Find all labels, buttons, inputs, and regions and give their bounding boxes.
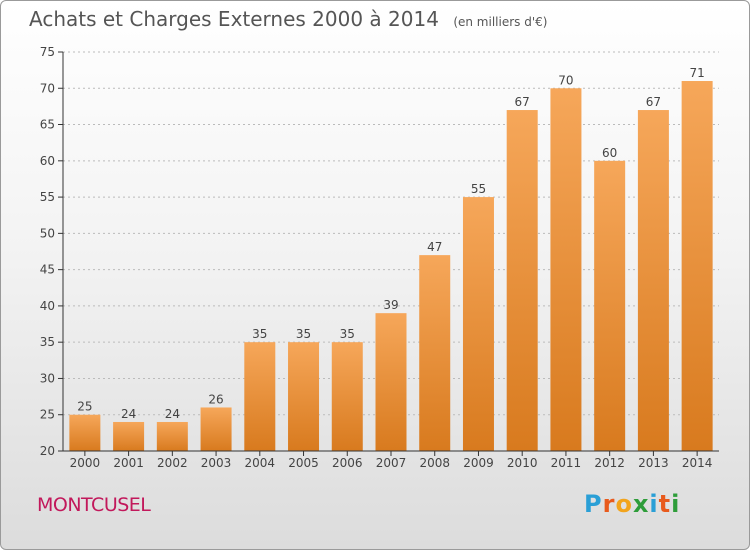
bar bbox=[637, 110, 669, 451]
y-tick-label: 65 bbox=[40, 118, 55, 132]
y-tick-label: 70 bbox=[40, 81, 55, 95]
x-tick-label: 2007 bbox=[376, 456, 407, 470]
y-tick-label: 30 bbox=[40, 371, 55, 385]
y-tick-label: 45 bbox=[40, 263, 55, 277]
bar bbox=[462, 197, 494, 451]
x-tick-label: 2009 bbox=[463, 456, 494, 470]
chart-title: Achats et Charges Externes 2000 à 2014 (… bbox=[29, 7, 547, 31]
bar bbox=[200, 407, 232, 451]
y-tick-label: 55 bbox=[40, 190, 55, 204]
logo-letter: i bbox=[671, 490, 681, 518]
data-label: 39 bbox=[383, 298, 398, 312]
x-tick-label: 2012 bbox=[594, 456, 625, 470]
bar bbox=[113, 421, 145, 451]
logo-letter: o bbox=[615, 490, 633, 518]
data-label: 70 bbox=[558, 73, 573, 87]
data-label: 35 bbox=[252, 327, 267, 341]
x-tick-label: 2000 bbox=[70, 456, 101, 470]
bar bbox=[375, 313, 407, 451]
logo-letter: r bbox=[602, 490, 616, 518]
x-tick-label: 2002 bbox=[157, 456, 188, 470]
bar bbox=[244, 342, 276, 451]
x-tick-label: 2011 bbox=[551, 456, 582, 470]
data-label: 47 bbox=[427, 240, 442, 254]
data-label: 24 bbox=[121, 407, 136, 421]
data-label: 35 bbox=[296, 327, 311, 341]
bar bbox=[594, 160, 626, 451]
bar bbox=[506, 110, 538, 451]
x-tick-label: 2004 bbox=[245, 456, 276, 470]
logo-letter: P bbox=[584, 490, 603, 518]
y-tick-label: 75 bbox=[40, 45, 55, 59]
data-label: 60 bbox=[602, 146, 617, 160]
x-tick-label: 2001 bbox=[113, 456, 144, 470]
data-label: 25 bbox=[77, 400, 92, 414]
bar bbox=[419, 255, 451, 451]
data-label: 55 bbox=[471, 182, 486, 196]
bar bbox=[156, 421, 188, 451]
data-label: 71 bbox=[689, 66, 704, 80]
x-tick-label: 2010 bbox=[507, 456, 538, 470]
y-tick-label: 35 bbox=[40, 335, 55, 349]
chart-title-text: Achats et Charges Externes 2000 à 2014 bbox=[29, 7, 439, 31]
logo-letter: t bbox=[658, 490, 672, 518]
bar bbox=[681, 81, 713, 451]
y-tick-label: 50 bbox=[40, 226, 55, 240]
commune-name: MONTCUSEL bbox=[37, 494, 151, 516]
proxiti-logo: Proxiti bbox=[584, 490, 680, 518]
x-tick-label: 2008 bbox=[419, 456, 450, 470]
y-tick-label: 25 bbox=[40, 408, 55, 422]
logo-letter: i bbox=[649, 490, 659, 518]
y-tick-label: 40 bbox=[40, 299, 55, 313]
bar bbox=[550, 88, 582, 451]
bar bbox=[69, 414, 101, 451]
bar bbox=[288, 342, 320, 451]
logo-letter: x bbox=[632, 490, 650, 518]
data-label: 67 bbox=[515, 95, 530, 109]
y-tick-label: 20 bbox=[40, 444, 55, 458]
x-tick-label: 2014 bbox=[682, 456, 713, 470]
data-label: 24 bbox=[165, 407, 180, 421]
data-label: 67 bbox=[646, 95, 661, 109]
bar bbox=[331, 342, 363, 451]
data-label: 26 bbox=[208, 392, 223, 406]
data-label: 35 bbox=[340, 327, 355, 341]
x-tick-label: 2005 bbox=[288, 456, 319, 470]
chart-unit-label: (en milliers d'€) bbox=[453, 15, 548, 29]
x-tick-label: 2006 bbox=[332, 456, 363, 470]
x-tick-label: 2013 bbox=[638, 456, 669, 470]
y-tick-label: 60 bbox=[40, 154, 55, 168]
x-tick-label: 2003 bbox=[201, 456, 232, 470]
